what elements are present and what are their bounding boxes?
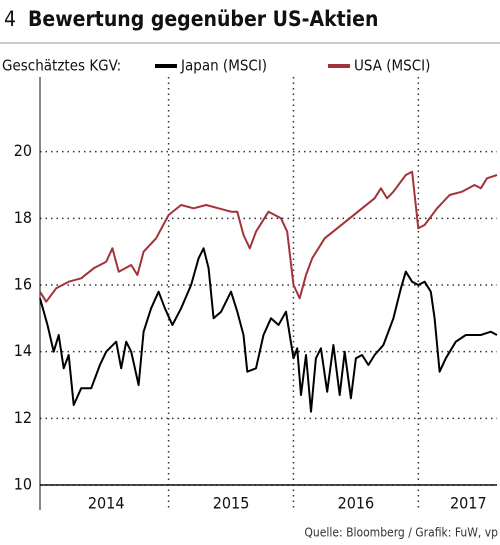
- chart-title: Bewertung gegenüber US-Aktien: [28, 7, 378, 31]
- x-tick-label: 2014: [88, 494, 125, 513]
- legend-title: Geschätztes KGV:: [2, 57, 121, 75]
- x-tick-label: 2015: [213, 494, 250, 513]
- x-tick-label: 2016: [338, 494, 375, 513]
- x-tick-label: 2017: [450, 494, 487, 513]
- y-tick-label: 10: [14, 475, 32, 494]
- source: Quelle: Bloomberg / Grafik: FuW, vp: [304, 526, 498, 540]
- legend-label: USA (MSCI): [354, 57, 430, 75]
- legend-label: Japan (MSCI): [180, 57, 267, 75]
- y-tick-label: 12: [14, 408, 32, 427]
- y-tick-label: 16: [14, 275, 32, 294]
- y-tick-label: 14: [14, 341, 32, 360]
- series-line: [39, 170, 498, 303]
- y-tick-label: 18: [14, 208, 32, 227]
- series-line: [39, 247, 498, 413]
- chart-number: 4: [4, 7, 16, 31]
- y-tick-label: 20: [14, 141, 32, 160]
